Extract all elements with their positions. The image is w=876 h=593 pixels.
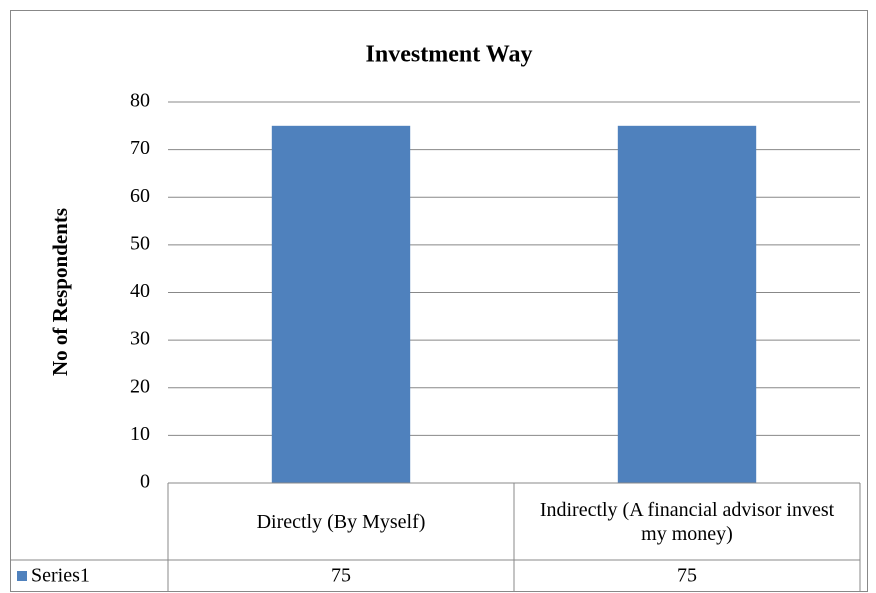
x-tick-label-box: Indirectly (A financial advisor invest m… [539,498,835,545]
y-tick-label: 20 [130,375,150,397]
y-tick-label: 80 [130,90,150,112]
table-value: 75 [677,565,697,587]
y-tick-label: 60 [130,185,150,207]
bar [271,125,411,483]
legend-key [17,571,27,581]
x-tick-label: Indirectly (A financial advisor invest m… [539,498,835,545]
x-tick-label-box: Directly (By Myself) [256,510,426,533]
y-tick-label: 0 [140,471,150,493]
chart-title: Investment Way [366,42,533,68]
y-tick-label: 50 [130,232,150,254]
table-value: 75 [331,565,351,587]
x-tick-label: Directly (By Myself) [256,510,426,533]
y-tick-label: 30 [130,328,150,350]
y-axis-label: No of Respondents [48,208,72,376]
legend-label: Series1 [31,565,90,587]
y-tick-label: 70 [130,137,150,159]
y-tick-label: 40 [130,280,150,302]
bar [617,125,757,483]
y-tick-label: 10 [130,423,150,445]
